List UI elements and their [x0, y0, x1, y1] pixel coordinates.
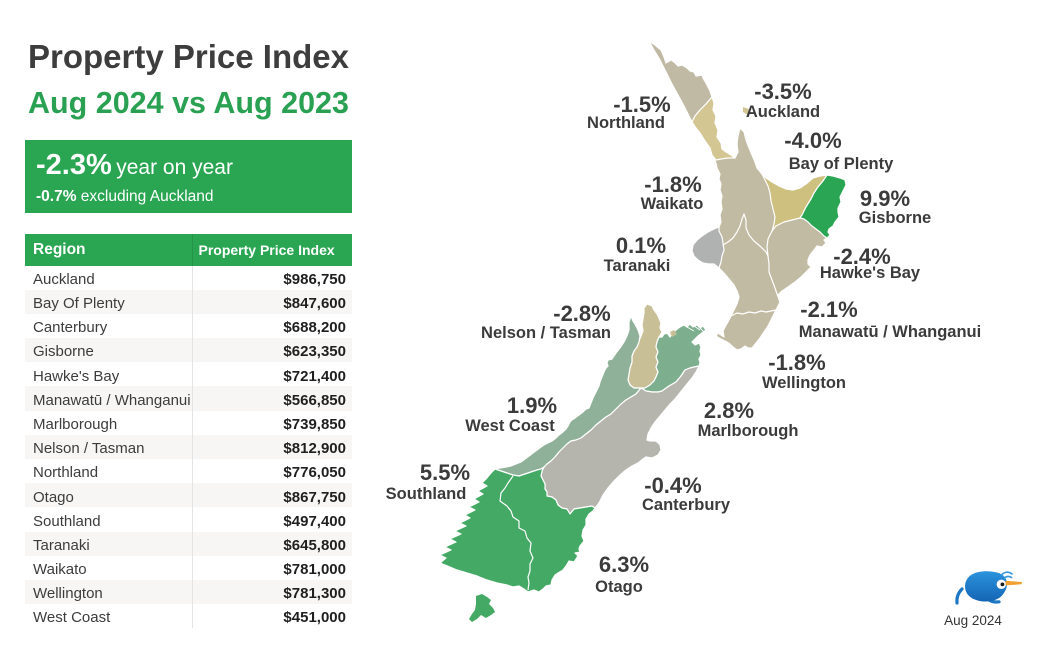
- svg-text:Gisborne: Gisborne: [859, 209, 931, 227]
- svg-text:West Coast: West Coast: [465, 417, 555, 435]
- svg-text:-0.4%: -0.4%: [644, 473, 701, 498]
- svg-text:-3.5%: -3.5%: [754, 79, 811, 104]
- svg-text:Waikato: Waikato: [641, 195, 704, 213]
- svg-text:Hawke's Bay: Hawke's Bay: [820, 264, 921, 282]
- svg-text:Wellington: Wellington: [762, 374, 846, 392]
- svg-text:Northland: Northland: [587, 114, 665, 132]
- svg-text:6.3%: 6.3%: [599, 552, 649, 577]
- svg-text:-4.0%: -4.0%: [784, 128, 841, 153]
- svg-text:-1.5%: -1.5%: [613, 92, 670, 117]
- svg-text:Bay of Plenty: Bay of Plenty: [789, 155, 894, 173]
- svg-text:Aug 2024: Aug 2024: [944, 613, 1002, 628]
- svg-text:Otago: Otago: [595, 578, 643, 596]
- svg-text:Auckland: Auckland: [746, 103, 820, 121]
- svg-text:Manawatū / Whanganui: Manawatū / Whanganui: [799, 323, 981, 341]
- svg-text:Southland: Southland: [386, 485, 467, 503]
- svg-text:Taranaki: Taranaki: [604, 257, 671, 275]
- svg-text:1.9%: 1.9%: [507, 393, 557, 418]
- svg-text:Canterbury: Canterbury: [642, 496, 731, 514]
- svg-text:-2.8%: -2.8%: [553, 301, 610, 326]
- svg-text:0.1%: 0.1%: [616, 233, 666, 258]
- svg-text:9.9%: 9.9%: [860, 186, 910, 211]
- svg-text:-2.1%: -2.1%: [800, 297, 857, 322]
- svg-text:Nelson / Tasman: Nelson / Tasman: [481, 324, 611, 342]
- svg-text:-1.8%: -1.8%: [768, 350, 825, 375]
- svg-text:-2.4%: -2.4%: [833, 244, 890, 269]
- svg-text:2.8%: 2.8%: [704, 398, 754, 423]
- svg-text:Marlborough: Marlborough: [698, 422, 799, 440]
- svg-text:5.5%: 5.5%: [420, 460, 470, 485]
- svg-text:-1.8%: -1.8%: [644, 172, 701, 197]
